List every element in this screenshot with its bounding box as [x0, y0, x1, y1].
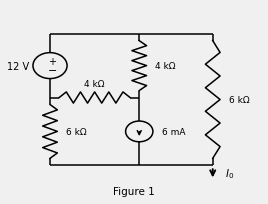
- Text: 4 kΩ: 4 kΩ: [84, 80, 105, 89]
- Text: Figure 1: Figure 1: [113, 186, 155, 196]
- Text: 4 kΩ: 4 kΩ: [155, 62, 176, 71]
- Text: 6 mA: 6 mA: [162, 127, 185, 136]
- Text: −: −: [47, 66, 57, 76]
- Text: $I_0$: $I_0$: [225, 167, 234, 180]
- Text: 12 V: 12 V: [8, 61, 29, 71]
- Text: +: +: [48, 57, 56, 67]
- Text: 6 kΩ: 6 kΩ: [229, 95, 249, 104]
- Text: 6 kΩ: 6 kΩ: [66, 127, 87, 136]
